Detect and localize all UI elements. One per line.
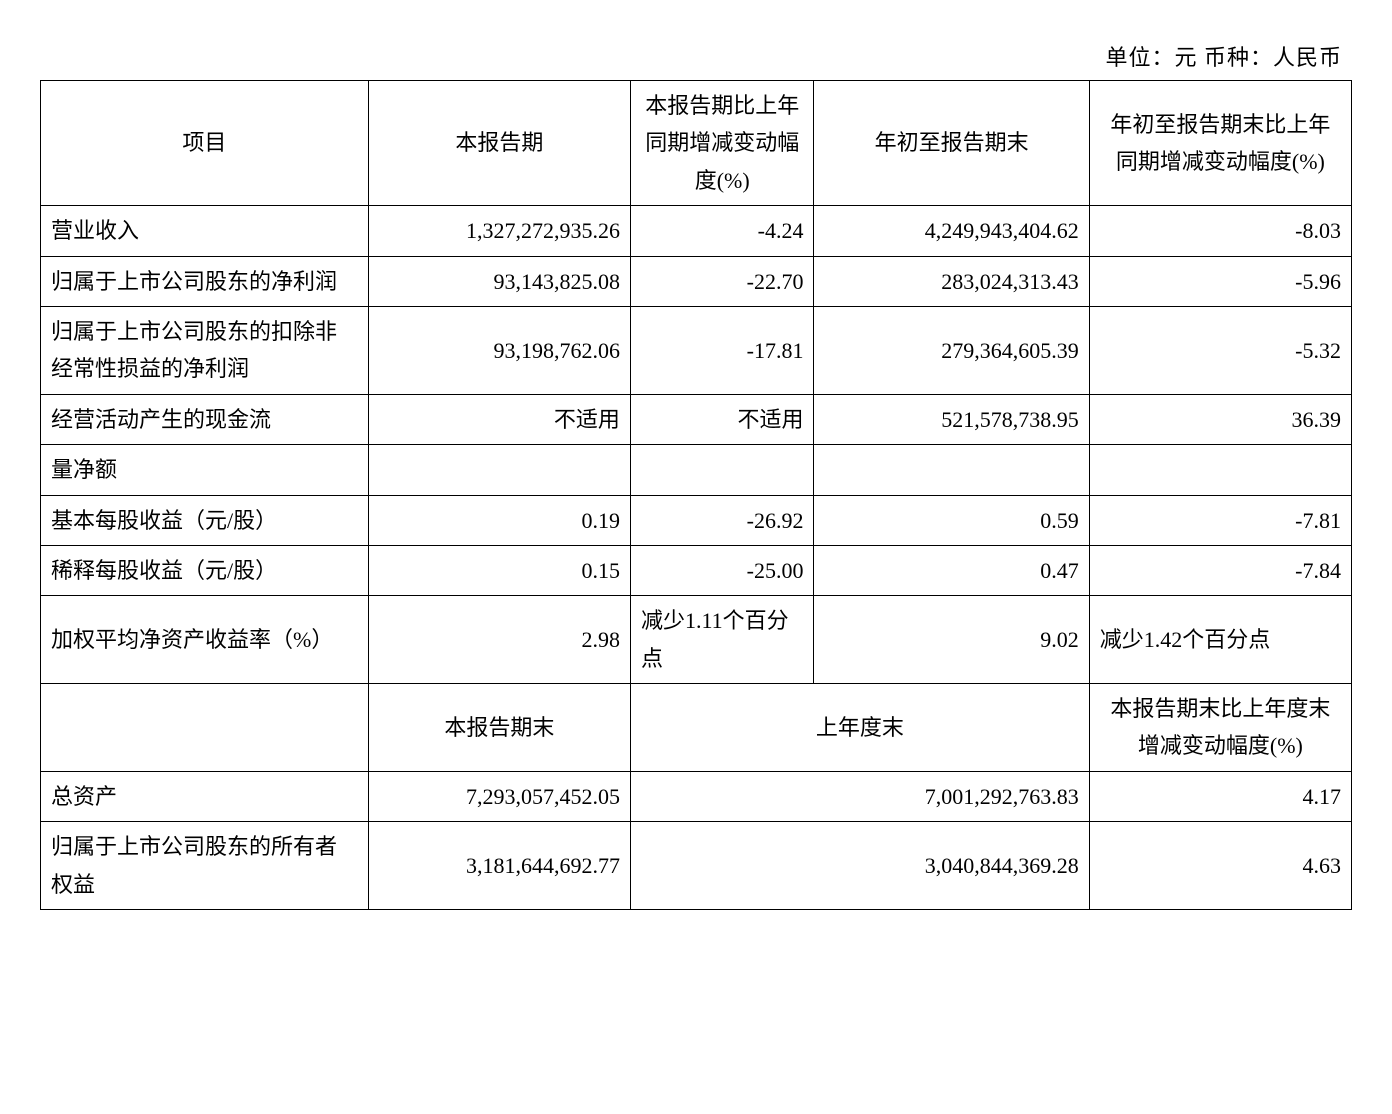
table-row: 总资产 7,293,057,452.05 7,001,292,763.83 4.…	[41, 771, 1352, 821]
header-cell: 项目	[41, 81, 369, 206]
header-cell: 本报告期	[368, 81, 630, 206]
cell-value: 93,198,762.06	[368, 306, 630, 394]
row-label: 营业收入	[41, 206, 369, 256]
cell-value: 3,181,644,692.77	[368, 822, 630, 910]
cell-value: 0.47	[814, 545, 1089, 595]
row-label: 归属于上市公司股东的扣除非经常性损益的净利润	[41, 306, 369, 394]
cell-value: 不适用	[368, 394, 630, 444]
table-row: 归属于上市公司股东的扣除非经常性损益的净利润 93,198,762.06 -17…	[41, 306, 1352, 394]
cell-value	[814, 445, 1089, 495]
table-header-row: 项目 本报告期 本报告期比上年同期增减变动幅度(%) 年初至报告期末 年初至报告…	[41, 81, 1352, 206]
financial-table: 项目 本报告期 本报告期比上年同期增减变动幅度(%) 年初至报告期末 年初至报告…	[40, 80, 1352, 910]
cell-value: -4.24	[630, 206, 814, 256]
unit-currency-line: 单位：元 币种：人民币	[40, 40, 1352, 72]
row-label: 稀释每股收益（元/股）	[41, 545, 369, 595]
row-label: 量净额	[41, 445, 369, 495]
header-cell: 本报告期末	[368, 684, 630, 772]
cell-value: 279,364,605.39	[814, 306, 1089, 394]
cell-value	[368, 445, 630, 495]
cell-value: 9.02	[814, 596, 1089, 684]
cell-value: 283,024,313.43	[814, 256, 1089, 306]
header-cell: 年初至报告期末比上年同期增减变动幅度(%)	[1089, 81, 1351, 206]
table-row: 量净额	[41, 445, 1352, 495]
cell-value: 0.15	[368, 545, 630, 595]
cell-value: 4.63	[1089, 822, 1351, 910]
row-label: 归属于上市公司股东的所有者权益	[41, 822, 369, 910]
cell-value: -25.00	[630, 545, 814, 595]
cell-value	[1089, 445, 1351, 495]
table-row: 归属于上市公司股东的净利润 93,143,825.08 -22.70 283,0…	[41, 256, 1352, 306]
cell-value: -7.84	[1089, 545, 1351, 595]
cell-value: -22.70	[630, 256, 814, 306]
cell-value: 36.39	[1089, 394, 1351, 444]
cell-value: 减少1.42个百分点	[1089, 596, 1351, 684]
cell-value: 4.17	[1089, 771, 1351, 821]
cell-value: 7,293,057,452.05	[368, 771, 630, 821]
cell-value: 减少1.11个百分点	[630, 596, 814, 684]
row-label: 经营活动产生的现金流	[41, 394, 369, 444]
cell-value: 0.59	[814, 495, 1089, 545]
header-cell: 年初至报告期末	[814, 81, 1089, 206]
cell-value: -5.96	[1089, 256, 1351, 306]
cell-value: -5.32	[1089, 306, 1351, 394]
cell-value: 不适用	[630, 394, 814, 444]
cell-value: 3,040,844,369.28	[630, 822, 1089, 910]
header-cell: 上年度末	[630, 684, 1089, 772]
cell-value: -26.92	[630, 495, 814, 545]
cell-value: 93,143,825.08	[368, 256, 630, 306]
header-cell	[41, 684, 369, 772]
cell-value	[630, 445, 814, 495]
row-label: 归属于上市公司股东的净利润	[41, 256, 369, 306]
table-row: 归属于上市公司股东的所有者权益 3,181,644,692.77 3,040,8…	[41, 822, 1352, 910]
table-row: 稀释每股收益（元/股） 0.15 -25.00 0.47 -7.84	[41, 545, 1352, 595]
table-row: 基本每股收益（元/股） 0.19 -26.92 0.59 -7.81	[41, 495, 1352, 545]
cell-value: 0.19	[368, 495, 630, 545]
row-label: 加权平均净资产收益率（%）	[41, 596, 369, 684]
cell-value: 2.98	[368, 596, 630, 684]
table-subheader-row: 本报告期末 上年度末 本报告期末比上年度末增减变动幅度(%)	[41, 684, 1352, 772]
table-row: 经营活动产生的现金流 不适用 不适用 521,578,738.95 36.39	[41, 394, 1352, 444]
header-cell: 本报告期比上年同期增减变动幅度(%)	[630, 81, 814, 206]
cell-value: 7,001,292,763.83	[630, 771, 1089, 821]
cell-value: -7.81	[1089, 495, 1351, 545]
table-row: 营业收入 1,327,272,935.26 -4.24 4,249,943,40…	[41, 206, 1352, 256]
cell-value: 1,327,272,935.26	[368, 206, 630, 256]
cell-value: 521,578,738.95	[814, 394, 1089, 444]
table-row: 加权平均净资产收益率（%） 2.98 减少1.11个百分点 9.02 减少1.4…	[41, 596, 1352, 684]
cell-value: 4,249,943,404.62	[814, 206, 1089, 256]
cell-value: -17.81	[630, 306, 814, 394]
cell-value: -8.03	[1089, 206, 1351, 256]
row-label: 总资产	[41, 771, 369, 821]
row-label: 基本每股收益（元/股）	[41, 495, 369, 545]
header-cell: 本报告期末比上年度末增减变动幅度(%)	[1089, 684, 1351, 772]
